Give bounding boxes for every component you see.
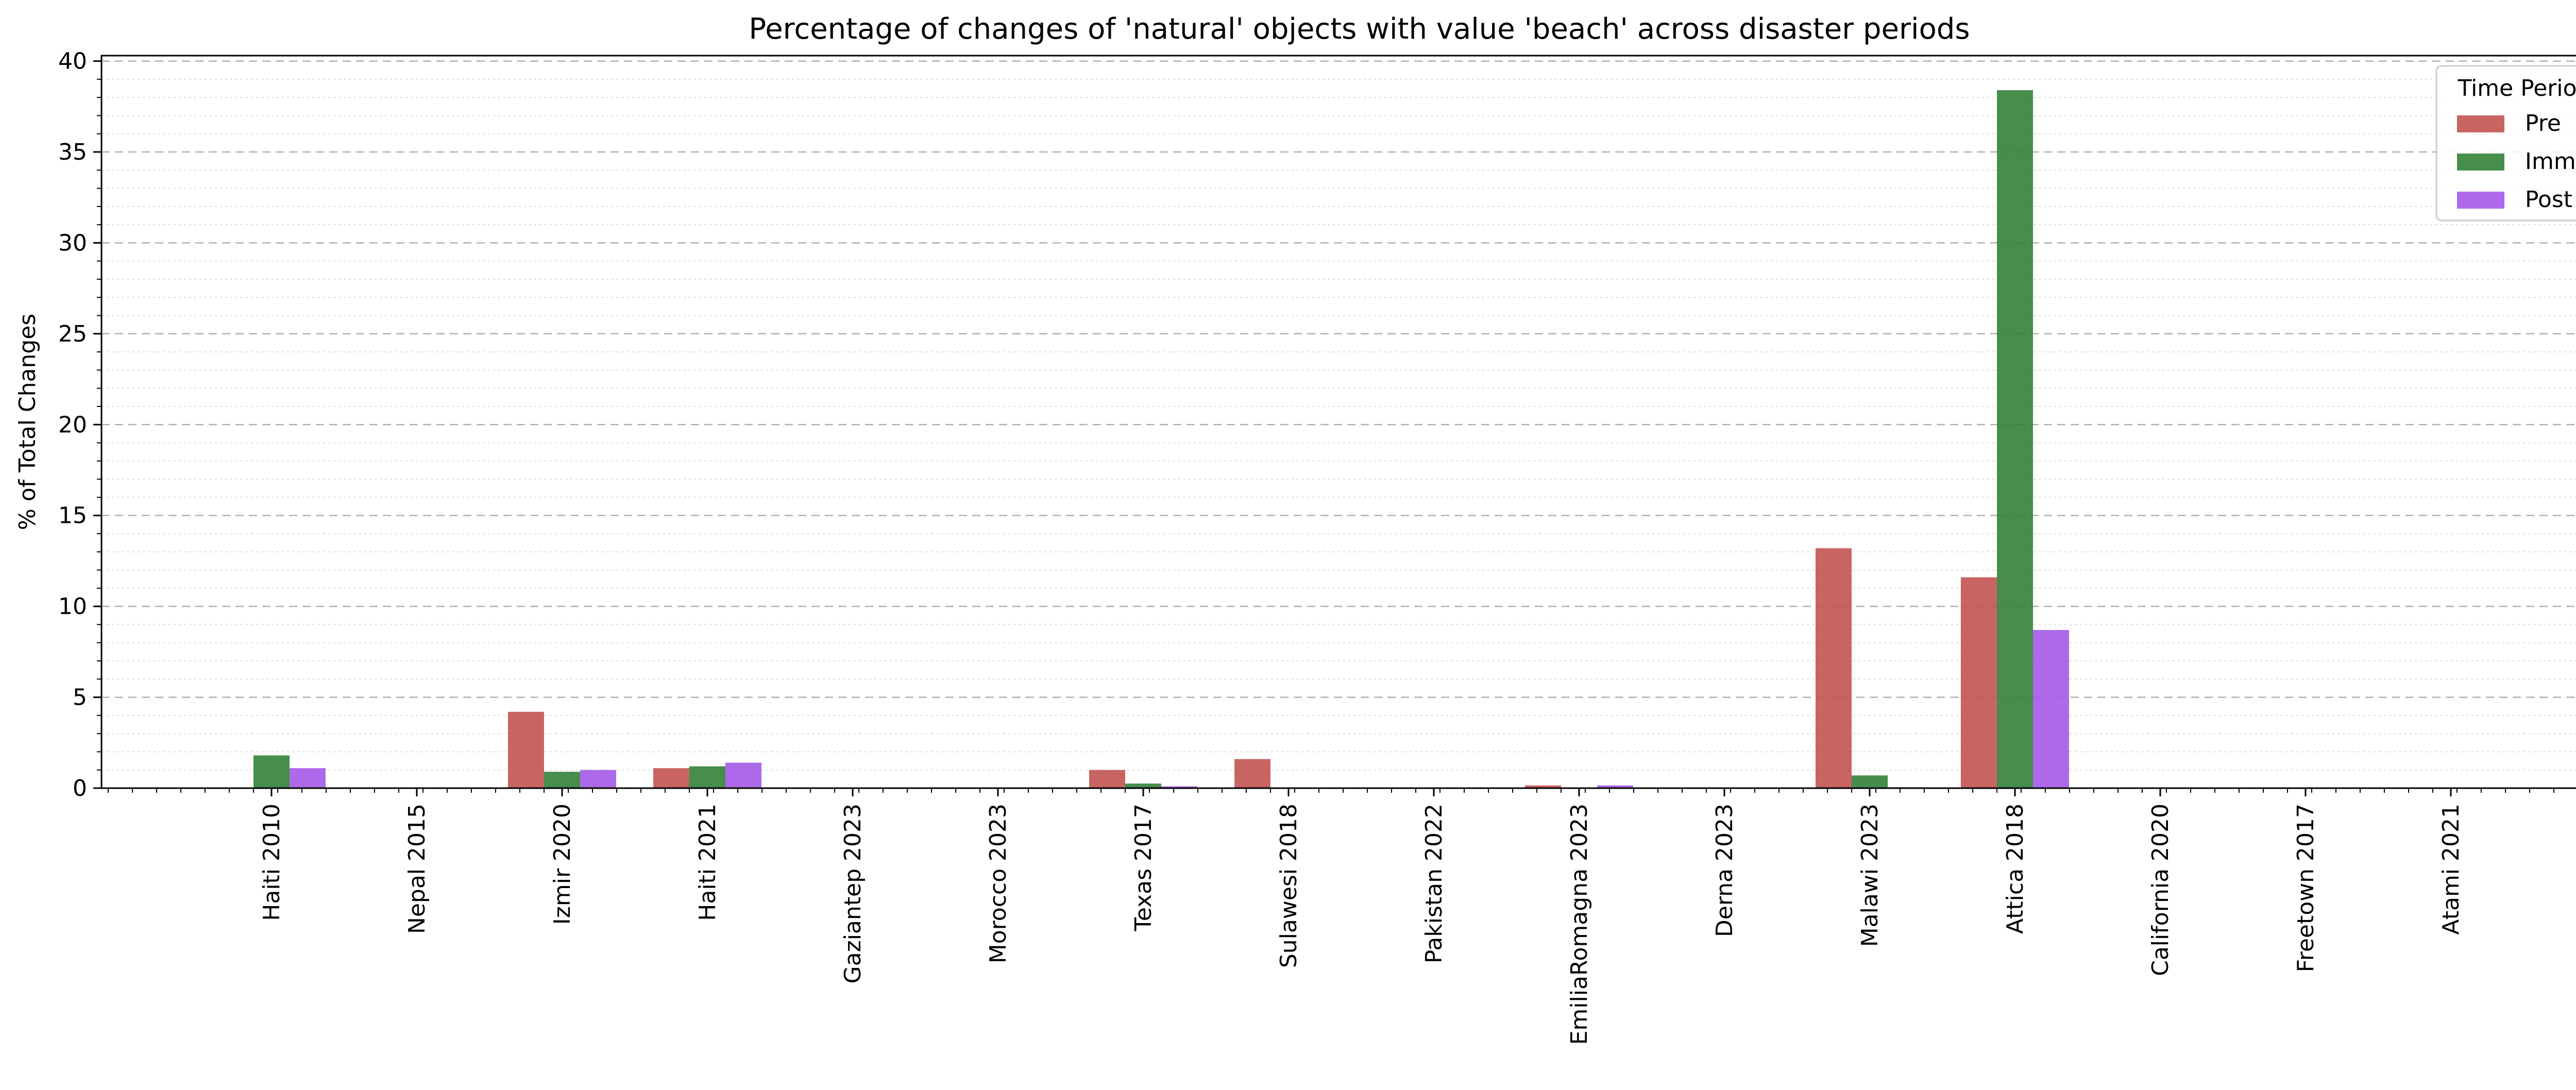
- bar-pre-12: [1961, 577, 1997, 788]
- y-tick-label: 0: [73, 775, 87, 802]
- grid: [101, 60, 2576, 771]
- bar-pre-9: [1525, 785, 1561, 788]
- x-tick-label: Pakistan 2022: [1421, 804, 1447, 963]
- x-tick-label: Haiti 2021: [694, 804, 721, 921]
- bar-imm-0: [253, 755, 290, 788]
- legend-swatch-post: [2457, 192, 2504, 209]
- bar-imm-11: [1852, 775, 1888, 788]
- bar-imm-2: [544, 772, 580, 788]
- bar-imm-12: [1997, 90, 2033, 788]
- bar-post-9: [1597, 785, 1633, 788]
- legend-label-post: Post: [2525, 186, 2572, 213]
- y-tick-label: 25: [58, 321, 87, 347]
- bar-pre-11: [1816, 548, 1852, 788]
- bar-pre-2: [508, 711, 544, 788]
- x-tick-label: Texas 2017: [1130, 804, 1157, 932]
- x-tick-label: Haiti 2010: [259, 804, 285, 921]
- chart-title: Percentage of changes of 'natural' objec…: [749, 12, 1970, 46]
- x-tick-label: California 2020: [2147, 804, 2174, 976]
- x-tick-label: EmiliaRomagna 2023: [1566, 804, 1592, 1045]
- x-tick-label: Izmir 2020: [549, 804, 575, 925]
- x-tick-label: Atami 2021: [2438, 804, 2464, 935]
- x-tick-label: Gaziantep 2023: [840, 804, 866, 983]
- legend: Time Period Pre Imm Post: [2435, 65, 2576, 222]
- y-tick-label: 35: [58, 139, 87, 165]
- legend-swatch-imm: [2457, 154, 2504, 171]
- x-tick-label: Nepal 2015: [404, 804, 430, 934]
- plot-frame: [100, 55, 2576, 789]
- bar-pre-3: [653, 768, 689, 788]
- x-tick-label: Derna 2023: [1711, 804, 1738, 937]
- x-tick-label: Freetown 2017: [2293, 804, 2319, 972]
- bar-post-2: [580, 770, 616, 788]
- bar-post-3: [725, 762, 761, 788]
- y-tick-label: 15: [58, 503, 87, 529]
- bar-imm-6: [1125, 784, 1161, 788]
- x-tick-label: Morocco 2023: [985, 804, 1011, 963]
- bar-pre-6: [1089, 770, 1125, 788]
- y-tick-label: 30: [58, 230, 87, 256]
- legend-label-pre: Pre: [2525, 110, 2561, 137]
- bar-post-0: [290, 768, 326, 788]
- y-tick-label: 20: [58, 412, 87, 438]
- bars: [253, 90, 2069, 788]
- y-tick-label: 40: [58, 48, 87, 75]
- bar-post-12: [2033, 630, 2069, 788]
- legend-title: Time Period: [2458, 75, 2576, 101]
- y-axis-label: % of Total Changes: [14, 314, 41, 530]
- x-tick-label: Sulawesi 2018: [1276, 804, 1302, 968]
- x-tick-label: Attica 2018: [2002, 804, 2028, 934]
- y-tick-label: 10: [58, 593, 87, 620]
- legend-swatch-pre: [2457, 115, 2504, 132]
- y-tick-label: 5: [73, 685, 87, 711]
- axes: 0 5 10 15 20 25 30 35 40 Haiti 2010 Nepal 2015 Izmi…: [58, 48, 2554, 1045]
- x-tick-label: Malawi 2023: [1857, 804, 1883, 947]
- bar-pre-7: [1234, 759, 1270, 788]
- legend-label-imm: Imm: [2525, 148, 2576, 175]
- bar-post-6: [1161, 786, 1197, 788]
- legend-box: [2435, 65, 2576, 222]
- bar-imm-3: [689, 766, 725, 788]
